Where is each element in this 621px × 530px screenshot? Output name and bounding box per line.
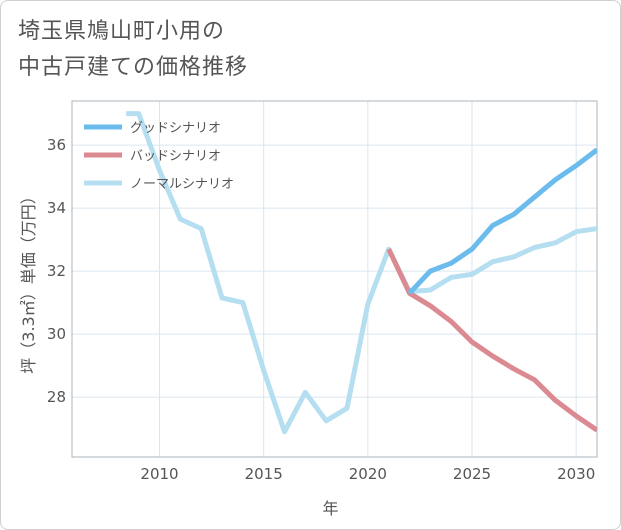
x-tick-label: 2010 xyxy=(140,465,178,483)
y-tick-label: 28 xyxy=(47,388,66,406)
legend-label-0: グッドシナリオ xyxy=(130,121,221,136)
x-tick-label: 2030 xyxy=(557,465,595,483)
x-axis-title: 年 xyxy=(322,499,338,518)
chart-title-line-2: 中古戸建ての価格推移 xyxy=(18,55,249,80)
series-line-1 xyxy=(386,248,597,433)
y-tick-label: 32 xyxy=(47,262,66,280)
x-tick-label: 2020 xyxy=(349,465,387,483)
y-tick-label: 34 xyxy=(47,199,66,217)
y-tick-label: 30 xyxy=(47,325,66,343)
series-line-2 xyxy=(126,111,597,435)
legend-label-1: バッドシナリオ xyxy=(130,149,221,164)
y-axis-title: 坪（3.3㎡）単価（万円） xyxy=(19,188,38,373)
y-tick-label: 36 xyxy=(47,136,66,154)
chart-title: 埼玉県鳩山町小用の 中古戸建ての価格推移 xyxy=(18,14,248,86)
legend-label-2: ノーマルシナリオ xyxy=(130,177,234,192)
series-line-0 xyxy=(407,147,597,295)
chart-title-line-1: 埼玉県鳩山町小用の xyxy=(18,19,226,44)
x-tick-label: 2025 xyxy=(453,465,491,483)
x-tick-label: 2015 xyxy=(245,465,283,483)
plot-border xyxy=(71,100,598,458)
